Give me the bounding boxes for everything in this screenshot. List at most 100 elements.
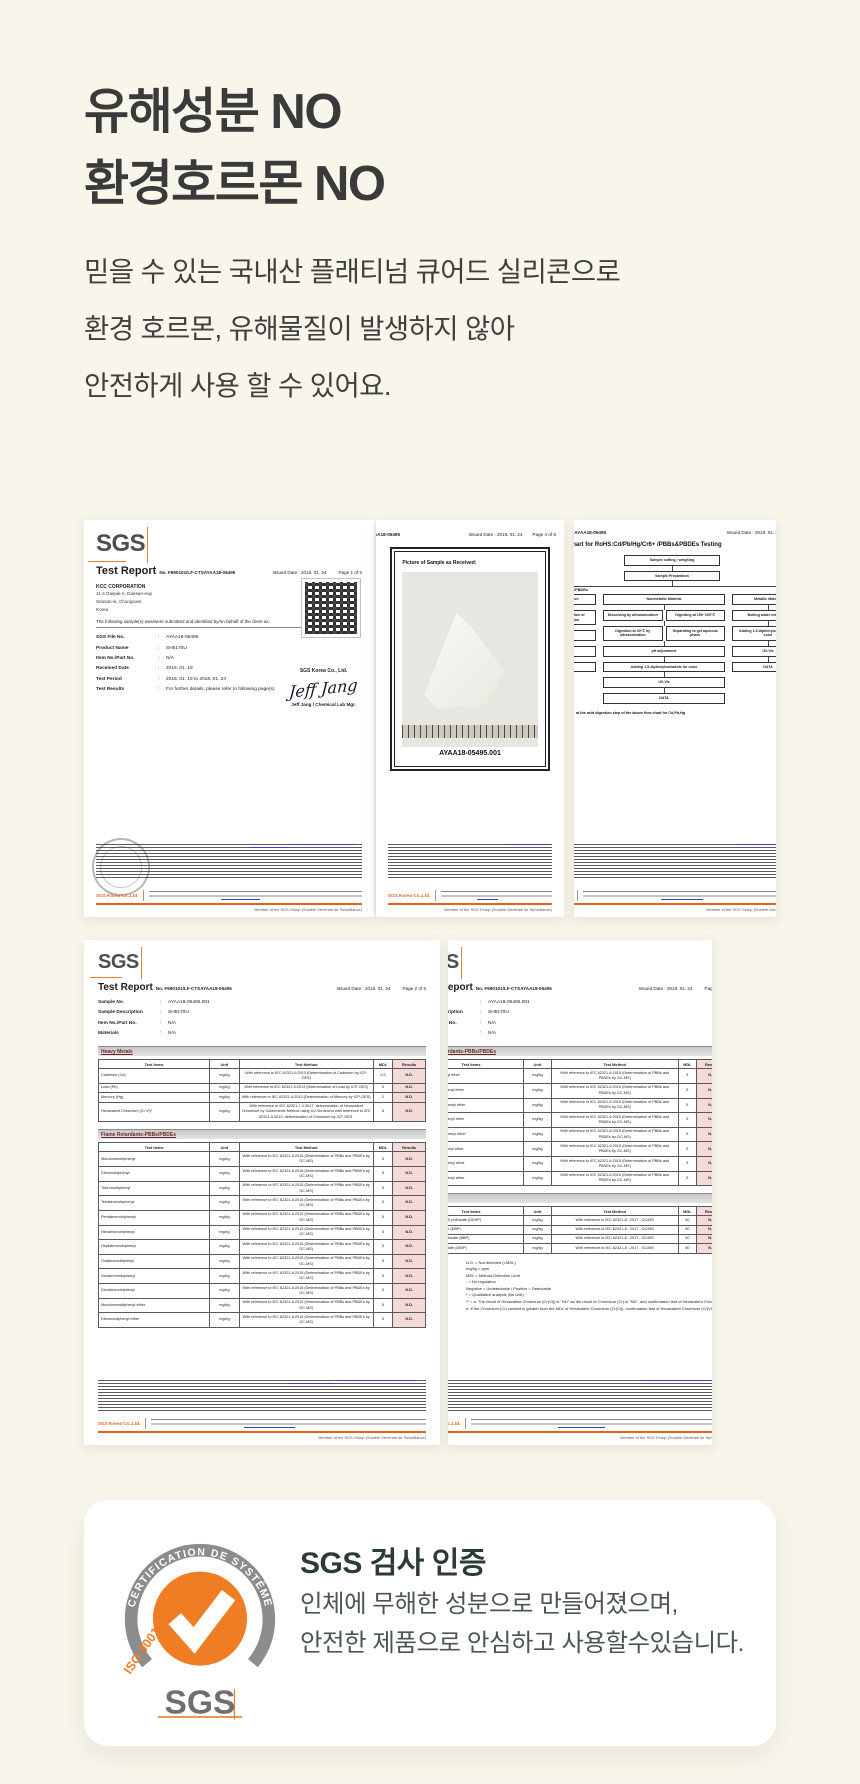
footer-member-note: Member of the SGS Group (Société Général…: [254, 907, 362, 912]
signer-company: SGS Korea Co., Ltd.: [299, 668, 348, 674]
field-colon: :: [480, 1000, 482, 1005]
field-value: For further details, please refer to fol…: [166, 686, 275, 692]
client-name: KCC CORPORATION: [96, 584, 146, 590]
table-row: Hexavalent Chromium (Cr VI)* mg/kg With re…: [97, 1101, 426, 1123]
table-cell: mg/kg: [523, 1112, 552, 1128]
table-cell: mg/kg: [209, 1151, 240, 1168]
field-label: Sample Description: [448, 1010, 463, 1016]
table-cell: N.D.: [696, 1097, 712, 1114]
hyperlink-line: [250, 847, 288, 848]
title-line-2: 환경호르몬 NO: [84, 157, 386, 212]
flow-row: Dissolving by ultrasonication Digesting a…: [603, 610, 725, 621]
cert-line: 인체에 무해한 성분으로 만들어졌으며,: [300, 1591, 678, 1618]
flow-connector: [671, 565, 673, 571]
field-colon: :: [160, 1030, 162, 1036]
footer-orange-rule: [96, 903, 362, 905]
table-cell: With reference to IEC 62321-6:2015 (Dete…: [238, 1209, 374, 1226]
table-cell: mg/kg: [209, 1297, 240, 1314]
table-row: Decabromobiphenyl mg/kg With reference to …: [97, 1283, 426, 1299]
flow-row: Nonmetallic Material: [603, 594, 725, 606]
table-cell: mg/kg: [209, 1283, 240, 1299]
page-number: Page 4 of 6: [532, 532, 557, 537]
report-number: No. F690101/LF-CTSAYAA18-05495: [376, 532, 401, 537]
field-row: Received Date:2018. 01. 19: [96, 664, 362, 674]
issued-date: Issued Date : 2018. 01. 24: [272, 570, 327, 575]
column-header: MDL: [677, 1059, 698, 1070]
table-cell: N.D.: [696, 1243, 712, 1254]
table-cell: N.D.: [392, 1195, 426, 1211]
field-colon: :: [480, 1020, 482, 1026]
table-cell: N.D.: [696, 1112, 712, 1128]
table-cell: 5: [677, 1082, 698, 1099]
field-label: Item No./Part No.: [98, 1020, 137, 1026]
table-cell: 5: [372, 1253, 394, 1270]
flow-box: UV-Vis: [732, 646, 776, 657]
table-cell: N.D.: [696, 1141, 712, 1157]
doc-footer: SGS Korea Co.,Ltd. Member of the SGS Gro…: [98, 1418, 426, 1440]
flow-box: Adding 1,5-diphenylcar bazide for color: [732, 625, 776, 642]
table-cell: N.D.: [392, 1092, 426, 1103]
hyperlink-line: [507, 844, 548, 845]
column-header: MDL: [677, 1206, 698, 1217]
flow-box: Sample Preparation: [624, 570, 720, 582]
address-line: Korea: [96, 606, 109, 612]
field-colon: :: [158, 635, 160, 641]
disclaimer-fineprint: [96, 844, 362, 880]
column-header: Test Items: [97, 1142, 211, 1153]
table-cell: Monobromobiphenyl: [97, 1151, 211, 1168]
table-cell: N.D.: [392, 1166, 426, 1182]
field-row: Test Results: For further details, please…: [96, 685, 362, 695]
table-cell: With reference to IEC 62321-6:2015 (Dete…: [238, 1224, 374, 1241]
flow-box: Solvent extraction: [574, 594, 596, 606]
flow-row: Digestion at 60℃ by ultrasonication Separ…: [603, 625, 725, 642]
note-line: b. If the Chromium (Cr) content is great…: [466, 1305, 712, 1311]
footer-member-note: Member of the SGS Group (Société Général…: [706, 907, 776, 912]
table-cell: N.D.: [392, 1283, 426, 1299]
table-cell: 5: [372, 1209, 394, 1226]
field-value: N/A: [488, 1020, 496, 1026]
table-cell: 5: [677, 1141, 698, 1157]
field-colon: :: [160, 1020, 162, 1026]
table-cell: N.D.: [392, 1268, 426, 1285]
table-cell: Tetrabromodiphenyl ether: [448, 1082, 525, 1099]
column-header: Unit: [209, 1059, 240, 1070]
section-flame-retardants-cont: Flame Retardants-PBBs/PBDEs: [448, 1046, 712, 1057]
flow-row: Metallic Material: [732, 594, 776, 606]
flow-connector: [767, 620, 769, 626]
flow-box: Metallic Material: [732, 594, 776, 606]
section-flame-retardants: Flame Retardants-PBBs/PBDEs: [98, 1129, 426, 1140]
footer-address-lines: [435, 890, 552, 902]
table-row: Monobromobiphenyl mg/kg With reference to …: [97, 1151, 426, 1168]
column-header: Test Method: [238, 1059, 374, 1070]
report-title: Test Report: [448, 982, 473, 993]
issued-date: Issued Date : 2018. 01. 24: [336, 986, 391, 991]
flow-row: Adding 1,5-diphenylcar bazide for color: [732, 625, 776, 642]
table-cell: 0.5: [372, 1068, 394, 1084]
column-header: Test Items: [448, 1059, 525, 1070]
table-cell: Heptabromodiphenyl ether: [448, 1126, 525, 1143]
field-row: Sample No.: AYAA18-05495.001: [98, 998, 426, 1008]
table-cell: Dibromobiphenyl: [97, 1166, 211, 1182]
table-row: Mercury (Hg) mg/kg With reference to IEC 6…: [97, 1092, 426, 1103]
column-header: Results: [696, 1059, 712, 1070]
address-line: Seosan-si, Chungnam: [96, 598, 142, 604]
report-title: Test Report: [96, 565, 157, 577]
footer-company: SGS Korea Co.,Ltd.: [98, 1421, 141, 1427]
table-cell: Nonabromobiphenyl: [97, 1268, 211, 1285]
flow-box: Nonmetallic Material: [603, 594, 725, 606]
flow-connector: [671, 581, 673, 587]
table-cell: mg/kg: [209, 1253, 240, 1270]
table-cell: Hexavalent Chromium (Cr VI)*: [97, 1101, 211, 1123]
footer-address-lines: [577, 890, 776, 902]
table-cell: 5: [677, 1170, 698, 1187]
issued-date: Issued Date : 2018. 01. 24: [468, 532, 523, 537]
field-colon: :: [158, 676, 160, 682]
table-cell: With reference to IEC 62321-8 : 2017 , G…: [550, 1243, 679, 1254]
table-cell: N.D.: [696, 1156, 712, 1172]
report-fields: SGS File No.: AYAA18-05495 Product Name: SH…: [96, 633, 362, 695]
flow-row: Filtration: [574, 630, 596, 642]
column-header: Test Items: [448, 1206, 525, 1217]
